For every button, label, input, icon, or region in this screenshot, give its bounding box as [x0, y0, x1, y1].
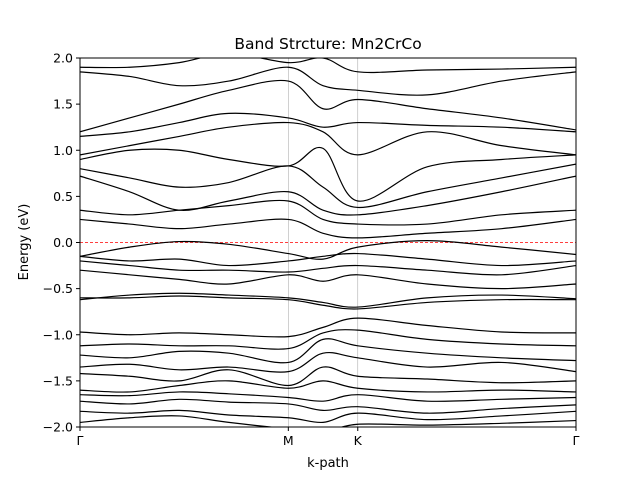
y-tick-label: 0.5 — [53, 189, 73, 204]
band-9 — [80, 329, 576, 350]
band-14 — [80, 260, 576, 276]
band-21 — [80, 146, 576, 202]
band-26 — [80, 58, 576, 74]
band-7 — [80, 352, 576, 373]
band-6 — [80, 366, 576, 387]
x-tick-label: Γ — [573, 433, 580, 448]
plot-frame — [79, 57, 577, 428]
band-16 — [80, 240, 576, 260]
band-15 — [80, 252, 576, 267]
band-5 — [80, 380, 576, 393]
y-tick-label: −2.0 — [43, 420, 73, 435]
y-tick-label: −1.0 — [43, 327, 73, 342]
band-18 — [80, 199, 576, 226]
y-axis-ticks: −2.0 −1.5 −1.0 −0.5 0.0 0.5 1.0 1.5 2.0 — [43, 51, 80, 435]
band-13 — [80, 269, 576, 290]
y-tick-label: −0.5 — [43, 281, 73, 296]
band-24 — [80, 79, 576, 133]
chart-title: Band Strcture: Mn2CrCo — [234, 35, 421, 53]
band-8 — [80, 338, 576, 364]
band-2 — [80, 409, 576, 424]
band-17 — [80, 218, 576, 239]
band-12 — [80, 295, 576, 310]
y-tick-label: 1.5 — [53, 97, 73, 112]
band-1 — [80, 415, 576, 427]
band-lines — [80, 58, 576, 427]
band-19 — [80, 175, 576, 216]
band-23 — [80, 112, 576, 138]
y-tick-label: 1.0 — [53, 143, 73, 158]
band-20 — [80, 163, 576, 209]
y-tick-label: −1.5 — [43, 373, 73, 388]
x-tick-label: Γ — [77, 433, 84, 448]
y-tick-label: 0.0 — [53, 235, 73, 250]
band-4 — [80, 391, 576, 402]
x-axis-label: k-path — [307, 456, 349, 471]
band-3 — [80, 398, 576, 414]
band-25 — [80, 66, 576, 96]
y-tick-label: 2.0 — [53, 51, 73, 66]
x-tick-label: K — [354, 433, 363, 448]
y-axis-label: Energy (eV) — [17, 204, 32, 281]
band-10 — [80, 317, 576, 338]
band-11 — [80, 292, 576, 308]
band-22 — [80, 121, 576, 156]
x-tick-label: M — [283, 433, 294, 448]
